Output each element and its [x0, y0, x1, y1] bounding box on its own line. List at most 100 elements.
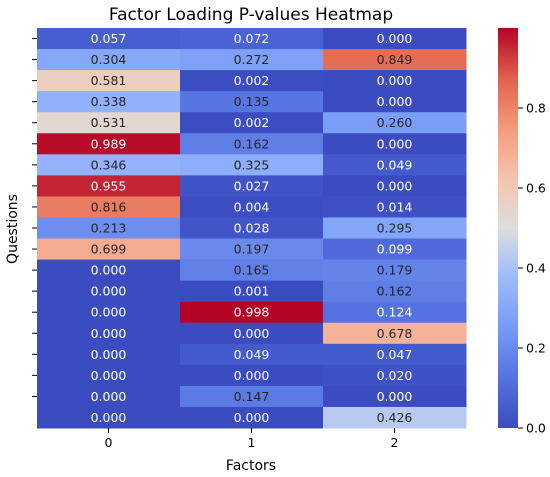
cell-value-label: 0.955 [91, 178, 127, 193]
cell-value-label: 0.049 [234, 347, 270, 362]
heatmap-cell [323, 91, 467, 113]
heatmap-cell [323, 301, 467, 324]
cell-value-label: 0.000 [377, 73, 413, 88]
cell-value-label: 0.699 [91, 242, 127, 257]
heatmap-cell [180, 49, 324, 71]
cell-value-label: 0.000 [234, 326, 270, 341]
cell-value-label: 0.989 [91, 136, 127, 151]
x-tick-label: 2 [391, 435, 399, 450]
cell-value-label: 0.000 [91, 305, 127, 320]
heatmap-cell [180, 112, 324, 134]
heatmap-cell [37, 322, 181, 345]
heatmap-cell [37, 49, 181, 71]
heatmap-cell [180, 364, 324, 387]
x-axis: 0 1 2 [105, 428, 399, 450]
heatmap-cell [323, 406, 467, 429]
cell-value-label: 0.678 [377, 326, 413, 341]
heatmap-cell [180, 301, 324, 324]
heatmap-cell [323, 133, 467, 155]
heatmap-cell [37, 259, 181, 282]
heatmap-cell [180, 406, 324, 429]
heatmap-cell [180, 238, 324, 261]
colorbar: 0.0 0.2 0.4 0.6 0.8 [498, 28, 546, 436]
heatmap-cell [323, 259, 467, 282]
cell-value-label: 0.072 [234, 31, 270, 46]
x-tick-label: 0 [105, 435, 113, 450]
cell-value-label: 0.000 [91, 389, 127, 404]
cell-value-label: 0.162 [377, 284, 413, 299]
cell-value-label: 0.047 [377, 347, 413, 362]
colorbar-tick-label: 0.0 [526, 421, 546, 436]
heatmap-cell [323, 364, 467, 387]
cell-value-label: 0.346 [91, 157, 127, 172]
heatmap-cell [180, 175, 324, 197]
heatmap-cell [323, 217, 467, 240]
cell-value-label: 0.000 [377, 136, 413, 151]
cell-value-label: 0.014 [377, 199, 413, 214]
heatmap-cell [37, 175, 181, 197]
cell-value-label: 0.027 [234, 178, 270, 193]
cell-value-label: 0.000 [91, 326, 127, 341]
cell-value-label: 0.000 [377, 31, 413, 46]
colorbar-tick-label: 0.8 [526, 101, 546, 116]
cell-value-label: 0.000 [377, 389, 413, 404]
cell-value-label: 0.000 [91, 410, 127, 425]
heatmap-cell [37, 70, 181, 92]
cell-value-label: 0.260 [377, 115, 413, 130]
chart-title: Factor Loading P-values Heatmap [109, 5, 393, 25]
heatmap-cell [180, 385, 324, 408]
heatmap-cell [180, 196, 324, 218]
heatmap-cell [37, 301, 181, 324]
colorbar-tick-label: 0.6 [526, 181, 546, 196]
colorbar-gradient [498, 28, 518, 428]
heatmap-cell [37, 196, 181, 218]
cell-value-label: 0.028 [234, 221, 270, 236]
heatmap-cell [323, 343, 467, 366]
cell-value-label: 0.000 [91, 368, 127, 383]
cell-value-label: 0.213 [91, 221, 127, 236]
cell-value-label: 0.304 [91, 52, 127, 67]
x-tick-label: 1 [248, 435, 256, 450]
heatmap-cell [180, 280, 324, 303]
cell-value-label: 0.002 [234, 115, 270, 130]
cell-value-label: 0.165 [234, 263, 270, 278]
cell-value-label: 0.001 [234, 284, 270, 299]
heatmap-cell [180, 154, 324, 176]
heatmap-cell [37, 217, 181, 240]
heatmap-cell [37, 133, 181, 155]
cell-value-label: 0.004 [234, 199, 270, 214]
cell-value-label: 0.000 [91, 284, 127, 299]
heatmap-cell [37, 385, 181, 408]
cell-value-label: 0.179 [377, 263, 413, 278]
cell-value-label: 0.000 [234, 410, 270, 425]
heatmap-cell [323, 238, 467, 261]
cell-value-label: 0.057 [91, 31, 127, 46]
cell-value-label: 0.147 [234, 389, 270, 404]
cell-value-label: 0.816 [91, 199, 127, 214]
heatmap-cell [180, 343, 324, 366]
heatmap-cell [37, 406, 181, 429]
heatmap-cell [323, 112, 467, 134]
heatmap-cell [323, 196, 467, 218]
heatmap-cell [323, 280, 467, 303]
cell-value-label: 0.099 [377, 242, 413, 257]
heatmap-cell [37, 154, 181, 176]
cell-value-label: 0.124 [377, 305, 413, 320]
cell-value-label: 0.000 [234, 368, 270, 383]
heatmap-cell [180, 133, 324, 155]
cell-value-label: 0.531 [91, 115, 127, 130]
heatmap-cell [323, 154, 467, 176]
heatmap-cell [323, 322, 467, 345]
heatmap-cell [37, 364, 181, 387]
heatmap-cell [37, 28, 181, 50]
y-axis [32, 38, 37, 397]
cell-value-label: 0.162 [234, 136, 270, 151]
heatmap-cells: 0.057 0.072 0.000 0.304 0.272 0.849 0.581 0.002… [37, 28, 467, 429]
cell-value-label: 0.426 [377, 410, 413, 425]
cell-value-label: 0.325 [234, 157, 270, 172]
colorbar-tick-label: 0.2 [526, 341, 546, 356]
colorbar-tick-label: 0.4 [526, 261, 546, 276]
heatmap-cell [180, 259, 324, 282]
heatmap-cell [323, 385, 467, 408]
heatmap-cell [37, 280, 181, 303]
